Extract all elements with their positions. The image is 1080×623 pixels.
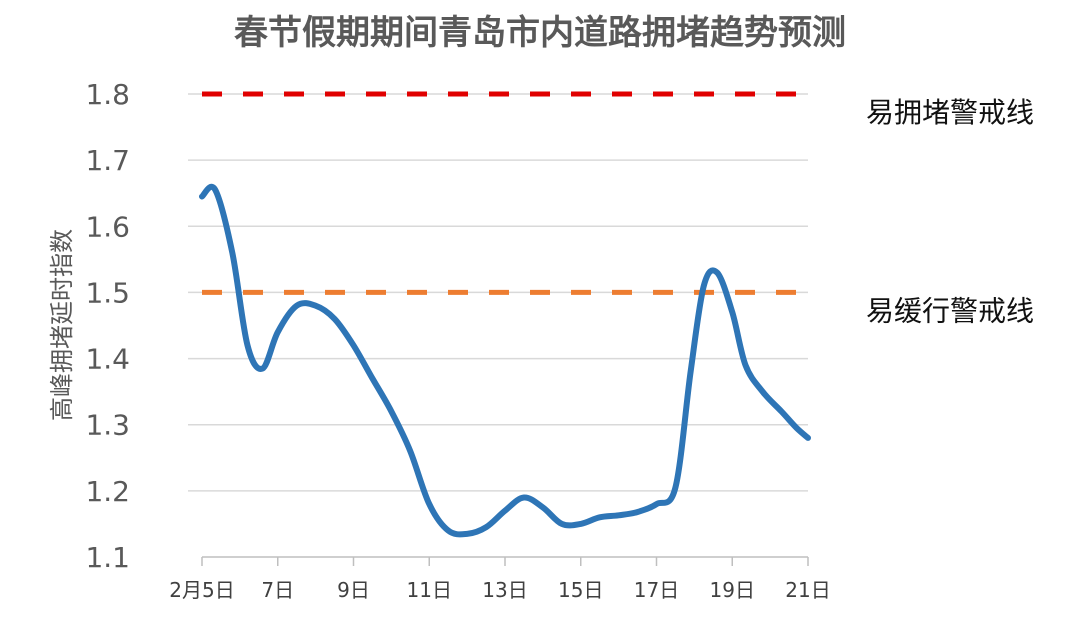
x-tick-label: 7日 bbox=[261, 578, 294, 602]
x-tick-label: 2月5日 bbox=[169, 578, 234, 602]
reference-line-label: 易拥堵警戒线 bbox=[866, 96, 1034, 129]
x-tick-label: 13日 bbox=[482, 578, 527, 602]
y-tick-label: 1.5 bbox=[85, 276, 130, 309]
y-tick-label: 1.7 bbox=[85, 144, 130, 177]
series-line bbox=[199, 183, 811, 538]
x-tick-label: 17日 bbox=[634, 578, 679, 602]
x-axis: 2月5日 7日 9日 11日 13日 15日 17日 19日 21日 bbox=[169, 556, 831, 602]
x-tick-label: 21日 bbox=[785, 578, 830, 602]
x-tick-label: 19日 bbox=[710, 578, 755, 602]
y-axis-ticks: 1.1 1.2 1.3 1.4 1.5 1.6 1.7 1.8 bbox=[85, 78, 130, 574]
reference-line-label: 易缓行警戒线 bbox=[866, 294, 1034, 327]
y-tick-label: 1.2 bbox=[85, 475, 130, 508]
y-axis-label: 高峰拥堵延时指数 bbox=[48, 229, 76, 421]
y-tick-label: 1.6 bbox=[85, 210, 130, 243]
y-tick-label: 1.8 bbox=[85, 78, 130, 111]
y-tick-label: 1.4 bbox=[85, 343, 130, 376]
chart-title: 春节假期期间青岛市内道路拥堵趋势预测 bbox=[234, 13, 846, 53]
x-tick-label: 15日 bbox=[558, 578, 603, 602]
x-tick-label: 11日 bbox=[407, 578, 452, 602]
x-tick-label: 9日 bbox=[337, 578, 370, 602]
y-tick-label: 1.1 bbox=[85, 541, 130, 574]
series-group bbox=[199, 183, 811, 538]
y-tick-label: 1.3 bbox=[85, 409, 130, 442]
